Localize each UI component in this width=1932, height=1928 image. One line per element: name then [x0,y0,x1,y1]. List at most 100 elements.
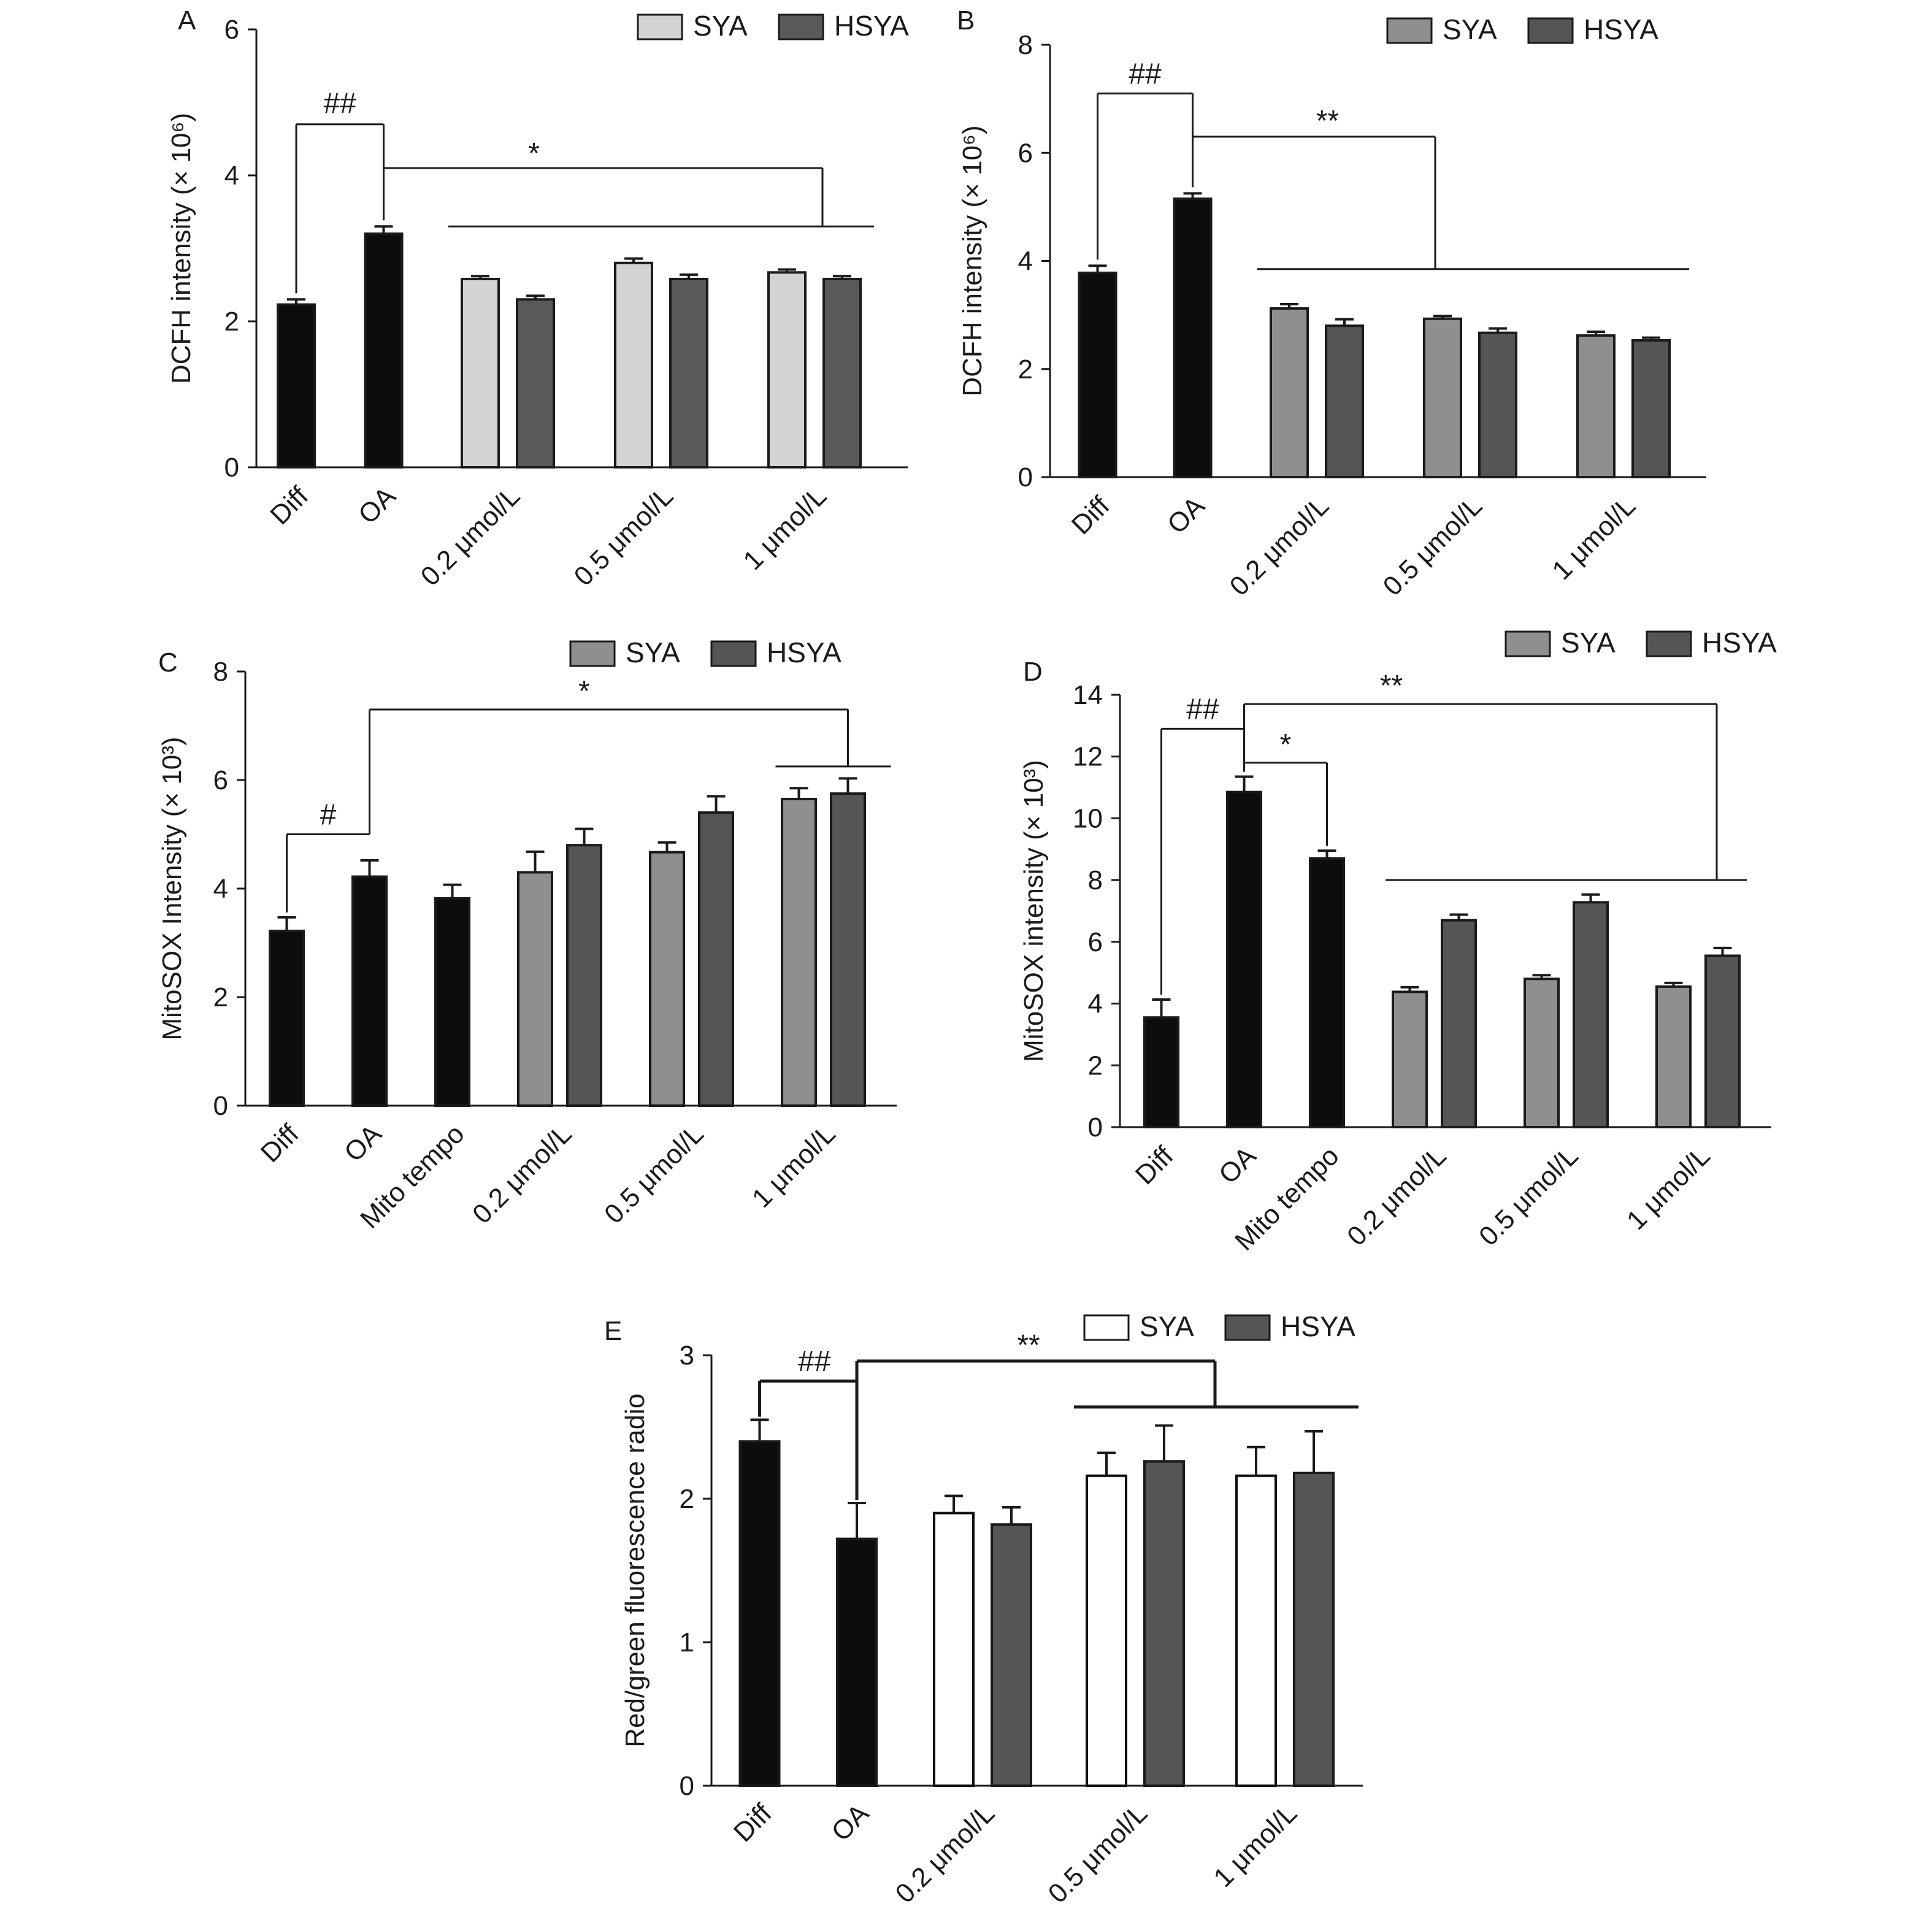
y-axis-label: MitoSOX Intensity (× 10³) [157,736,187,1040]
category-label: 1 μmol/L [737,481,832,576]
panel-d-letter: D [1023,657,1043,687]
y-tick-label: 2 [213,982,228,1012]
bar-diff-0 [269,930,305,1107]
bar-05moll-0 [1086,1474,1127,1788]
bar-02moll-0 [1270,307,1309,478]
significance-label: ## [1186,693,1219,725]
panel-e: E 0 1 2 3 Red/green fluorescence radio Diff OA 0… [604,1310,1363,1909]
bar-05moll-0 [1524,977,1560,1129]
y-tick-label: 2 [1088,1050,1103,1081]
category-label: 0.2 μmol/L [415,481,526,592]
panel-a-letter: A [178,6,196,36]
bar-02moll-1 [1325,324,1364,478]
y-tick-label: 8 [1088,865,1103,895]
bar-oa-0 [1226,790,1262,1128]
panel-c-letter: C [158,648,178,678]
bar-oa-0 [1173,197,1213,478]
bar-02moll-0 [933,1512,975,1787]
legend-label: SYA [626,637,680,668]
significance-label: * [1280,729,1292,761]
bar-05moll-1 [698,811,734,1107]
bar-05moll-0 [649,851,685,1107]
panel-e-letter: E [604,1316,622,1346]
y-tick-label: 0 [1088,1112,1103,1142]
category-label: OA [826,1798,875,1847]
bar-02moll-0 [517,871,553,1107]
y-tick-label: 6 [224,15,239,45]
bar-05moll-1 [1573,901,1609,1129]
bar-1moll-0 [767,271,807,469]
y-tick-label: 4 [1088,989,1103,1019]
bar-05moll-0 [614,261,653,469]
y-tick-label: 0 [224,453,239,483]
panel-b-letter: B [957,6,975,36]
legend-swatch [569,640,616,667]
y-tick-label: 8 [213,657,228,687]
legend-swatch [1386,17,1433,44]
bar-oa-0 [836,1537,878,1788]
legend-label: SYA [1561,627,1616,659]
legend-label: SYA [1140,1310,1194,1342]
category-label: 0.5 μmol/L [1473,1141,1584,1252]
bar-02moll-1 [1441,919,1477,1129]
category-label: 0.5 μmol/L [1378,491,1489,602]
y-axis-label: Red/green fluorescence radio [620,1393,650,1747]
y-axis-label: MitoSOX intensity (× 10³) [1019,760,1049,1062]
legend-label: HSYA [1702,627,1777,659]
category-label: 0.5 μmol/L [1043,1798,1154,1909]
y-tick-label: 4 [213,874,228,904]
significance-label: ** [1017,1329,1040,1361]
y-tick-label: 14 [1073,680,1103,710]
bar-05moll-1 [1478,331,1517,478]
bar-diff-0 [1078,271,1117,478]
y-axis-label: DCFH intensity (× 10⁶) [166,113,196,384]
bar-oa-0 [364,232,404,469]
legend-label: HSYA [1584,13,1658,45]
bar-diff-0 [1143,1016,1179,1129]
significance-label: ** [1316,105,1339,137]
category-label: 0.5 μmol/L [599,1119,710,1230]
panel-b: B 0 2 4 6 8 DCFH intensity (× 10⁶) Diff OA 0.2 μm… [957,6,1706,602]
category-label: Diff [1066,491,1116,540]
y-tick-label: 4 [224,161,239,191]
category-label: OA [353,481,402,530]
bar-mitotempo-0 [1309,857,1345,1128]
bar-mitotempo-0 [434,897,470,1107]
y-tick-label: 4 [1018,247,1033,277]
significance-label: # [320,799,337,832]
category-label: OA [1162,491,1211,540]
legend-swatch [710,640,757,667]
panel-d: D 0 2 4 6 8 10 12 14 MitoSOX intensity (× 10³) Dif… [1019,627,1777,1257]
category-label: 0.2 μmol/L [467,1119,578,1230]
bar-1moll-0 [1655,985,1692,1128]
category-label: OA [1213,1141,1262,1190]
bar-05moll-1 [1143,1460,1185,1787]
y-tick-label: 0 [1018,462,1033,492]
bar-1moll-0 [781,797,817,1107]
bar-diff-0 [738,1440,781,1787]
y-tick-label: 3 [680,1341,694,1371]
bar-05moll-1 [669,277,708,469]
legend-swatch [1646,630,1692,657]
category-label: Diff [264,481,314,530]
bar-diff-0 [277,303,316,469]
category-label: Diff [728,1798,778,1848]
bar-1moll-1 [830,792,866,1107]
legend-label: HSYA [834,10,909,42]
legend-swatch [778,13,824,40]
legend-label: HSYA [767,637,841,668]
significance-label: * [578,675,590,708]
panel-a: A 0 2 4 6 DCFH intensity (× 10⁶) Diff OA 0.2 μmo… [166,6,909,592]
legend-label: SYA [693,10,748,42]
bar-02moll-1 [991,1523,1032,1788]
category-label: Diff [1130,1141,1179,1190]
y-tick-label: 6 [213,765,228,795]
significance-label: * [528,137,540,170]
category-label: 0.2 μmol/L [1224,491,1335,602]
significance-label: ** [1380,670,1403,702]
category-label: 0.5 μmol/L [569,481,680,592]
category-label: 1 μmol/L [1621,1141,1716,1236]
y-tick-label: 0 [213,1091,228,1121]
y-tick-label: 2 [224,307,239,337]
y-tick-label: 8 [1018,30,1033,60]
